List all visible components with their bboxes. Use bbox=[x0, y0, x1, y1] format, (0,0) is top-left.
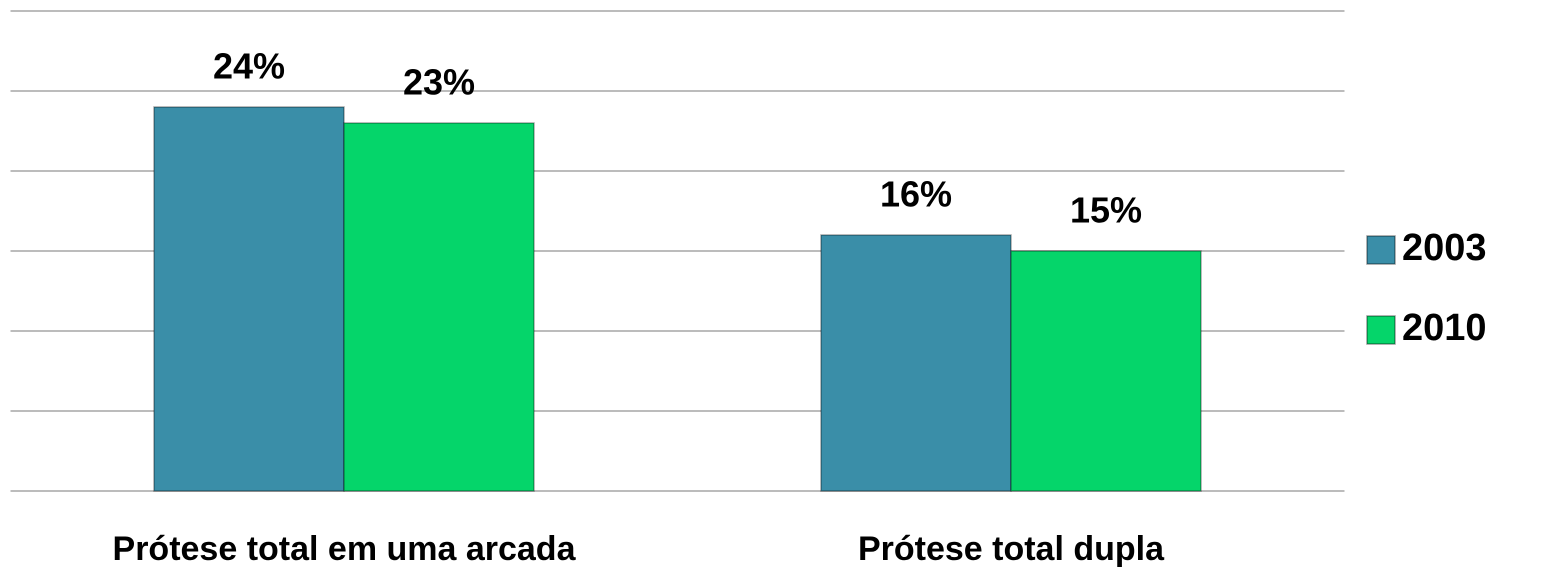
bar bbox=[153, 106, 345, 492]
legend-swatch bbox=[1366, 315, 1396, 345]
value-label: 23% bbox=[403, 62, 475, 103]
x-tick-label: Prótese total em uma arcada bbox=[113, 530, 577, 568]
x-tick-label: Prótese total dupla bbox=[858, 530, 1165, 568]
bar bbox=[343, 122, 535, 492]
value-label: 24% bbox=[213, 46, 285, 87]
legend-label: 2010 bbox=[1402, 307, 1487, 349]
legend-label: 2003 bbox=[1402, 227, 1487, 269]
value-label: 15% bbox=[1070, 190, 1142, 231]
bar bbox=[820, 234, 1012, 492]
bar bbox=[1010, 250, 1202, 492]
legend-swatch bbox=[1366, 235, 1396, 265]
value-label: 16% bbox=[880, 174, 952, 215]
